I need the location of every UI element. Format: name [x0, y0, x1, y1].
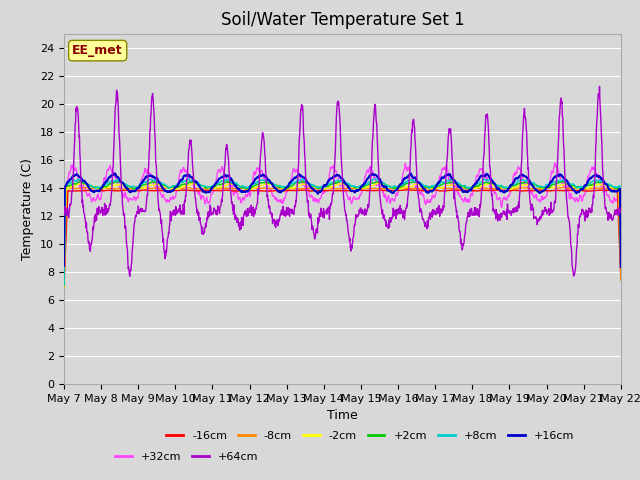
Text: EE_met: EE_met: [72, 44, 123, 57]
X-axis label: Time: Time: [327, 409, 358, 422]
Legend: +32cm, +64cm: +32cm, +64cm: [111, 447, 262, 466]
Y-axis label: Temperature (C): Temperature (C): [22, 158, 35, 260]
Title: Soil/Water Temperature Set 1: Soil/Water Temperature Set 1: [221, 11, 464, 29]
